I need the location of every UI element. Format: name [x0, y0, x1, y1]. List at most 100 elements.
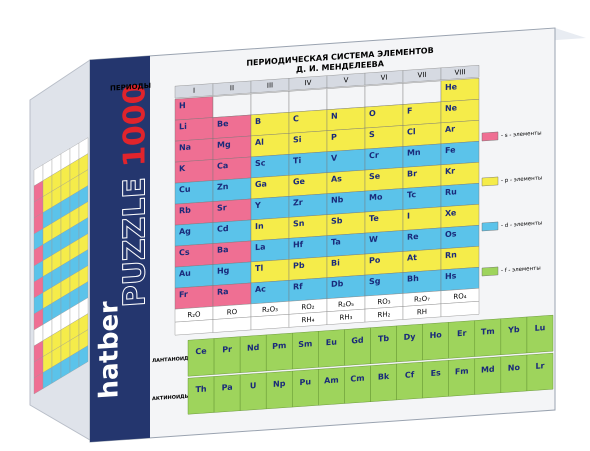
element-symbol: Sb: [331, 216, 343, 226]
f-symbol: Eu: [326, 337, 337, 347]
legend-label: - d - элементы: [501, 220, 542, 229]
f-symbol: No: [508, 363, 521, 373]
element-symbol: Ge: [293, 177, 306, 187]
f-symbol: Pr: [222, 345, 232, 355]
group-label: VII: [418, 71, 427, 80]
element-symbol: I: [407, 211, 410, 220]
legend-swatch: [481, 131, 499, 142]
element-symbol: O: [369, 109, 376, 118]
element-symbol: Os: [445, 229, 457, 239]
element-symbol: Ga: [255, 179, 267, 189]
element-symbol: Cd: [217, 224, 229, 234]
element-symbol: Ta: [331, 237, 341, 247]
f-symbol: U: [250, 381, 256, 390]
element-symbol: Sc: [255, 158, 266, 168]
element-symbol: Te: [369, 214, 379, 224]
f-symbol: Tb: [378, 334, 389, 344]
legend-label: - f - элементы: [501, 265, 541, 274]
element-symbol: Mn: [407, 148, 421, 158]
element-symbol: Hf: [293, 240, 304, 250]
element-symbol: Bi: [331, 258, 340, 268]
side-mini-table: [33, 137, 89, 395]
f-cell: [474, 356, 502, 395]
group-label: VI: [381, 74, 388, 82]
product-count: 1000: [118, 82, 153, 168]
element-symbol: Ar: [445, 124, 455, 134]
element-symbol: Db: [331, 279, 344, 289]
hydride-formula: RH₃: [340, 313, 353, 322]
element-symbol: N: [331, 111, 338, 120]
element-symbol: Tl: [255, 264, 263, 274]
element-symbol: B: [255, 117, 261, 126]
f-symbol: Ce: [195, 346, 207, 356]
f-symbol: Pu: [300, 377, 312, 387]
element-cell: [364, 83, 404, 108]
element-symbol: Sn: [293, 219, 305, 229]
f-symbol: Lr: [535, 361, 544, 371]
product-name: PUZZLE: [118, 176, 153, 308]
element-symbol: Rf: [293, 282, 303, 292]
element-symbol: Ru: [445, 187, 457, 197]
f-cell: [239, 372, 267, 411]
f-cell: [187, 376, 215, 415]
element-symbol: Sr: [217, 203, 227, 213]
element-symbol: La: [255, 242, 265, 252]
f-cell: [500, 354, 528, 393]
f-cell: [344, 365, 371, 404]
f-symbol: Cm: [350, 374, 364, 384]
f-symbol: Lu: [535, 323, 546, 333]
group-label: VIII: [455, 68, 466, 77]
f-cell: [292, 331, 319, 370]
element-symbol: Mo: [369, 192, 383, 202]
legend-swatch: [481, 266, 499, 277]
f-cell: [422, 322, 449, 361]
f-symbol: Am: [324, 375, 339, 385]
f-cell: [526, 314, 554, 354]
f-symbol: Fm: [455, 366, 469, 376]
f-symbol: Pa: [222, 383, 233, 393]
oxide-formula: RO₄: [453, 292, 466, 301]
hydride-cell: [250, 314, 290, 331]
element-symbol: Cu: [179, 185, 191, 195]
element-symbol: As: [331, 174, 342, 184]
f-cell: [292, 369, 319, 408]
series-label: ЛАНТАНОИДЫ: [152, 355, 194, 364]
element-symbol: Ba: [217, 245, 228, 255]
f-cell: [318, 367, 345, 406]
group-label: III: [267, 81, 273, 89]
element-symbol: C: [293, 114, 299, 123]
element-symbol: Be: [217, 119, 229, 129]
f-cell: [266, 370, 293, 410]
hydride-cell: [174, 319, 214, 336]
f-symbol: Ho: [430, 330, 443, 340]
element-symbol: Po: [369, 255, 381, 265]
element-symbol: Ra: [217, 287, 229, 297]
f-symbol: Md: [481, 365, 495, 375]
group-label: V: [344, 76, 349, 84]
f-symbol: Pm: [272, 341, 286, 351]
f-symbol: Tm: [481, 327, 495, 337]
hydride-cell: [440, 301, 480, 318]
f-cell: [318, 329, 345, 368]
element-symbol: H: [179, 101, 186, 110]
element-symbol: Kr: [445, 166, 455, 176]
element-cell: [212, 93, 252, 118]
oxide-formula: R₂O₅: [338, 300, 354, 309]
f-cell: [370, 325, 397, 364]
series-label: АКТИНОИДЫ: [152, 394, 190, 403]
legend-swatch: [481, 221, 499, 232]
element-symbol: Ac: [255, 284, 266, 294]
element-symbol: Tc: [407, 190, 416, 200]
f-symbol: Gd: [351, 336, 364, 346]
element-symbol: Cs: [179, 248, 190, 258]
element-symbol: S: [369, 130, 375, 139]
element-symbol: Se: [369, 172, 381, 182]
element-symbol: Zn: [217, 182, 229, 192]
element-symbol: In: [255, 222, 264, 232]
spine: [90, 55, 150, 442]
element-symbol: Bh: [407, 274, 419, 284]
group-label: II: [230, 84, 234, 92]
hydride-formula: RH₂: [378, 310, 391, 319]
f-cell: [474, 318, 502, 357]
f-cell: [213, 374, 241, 413]
